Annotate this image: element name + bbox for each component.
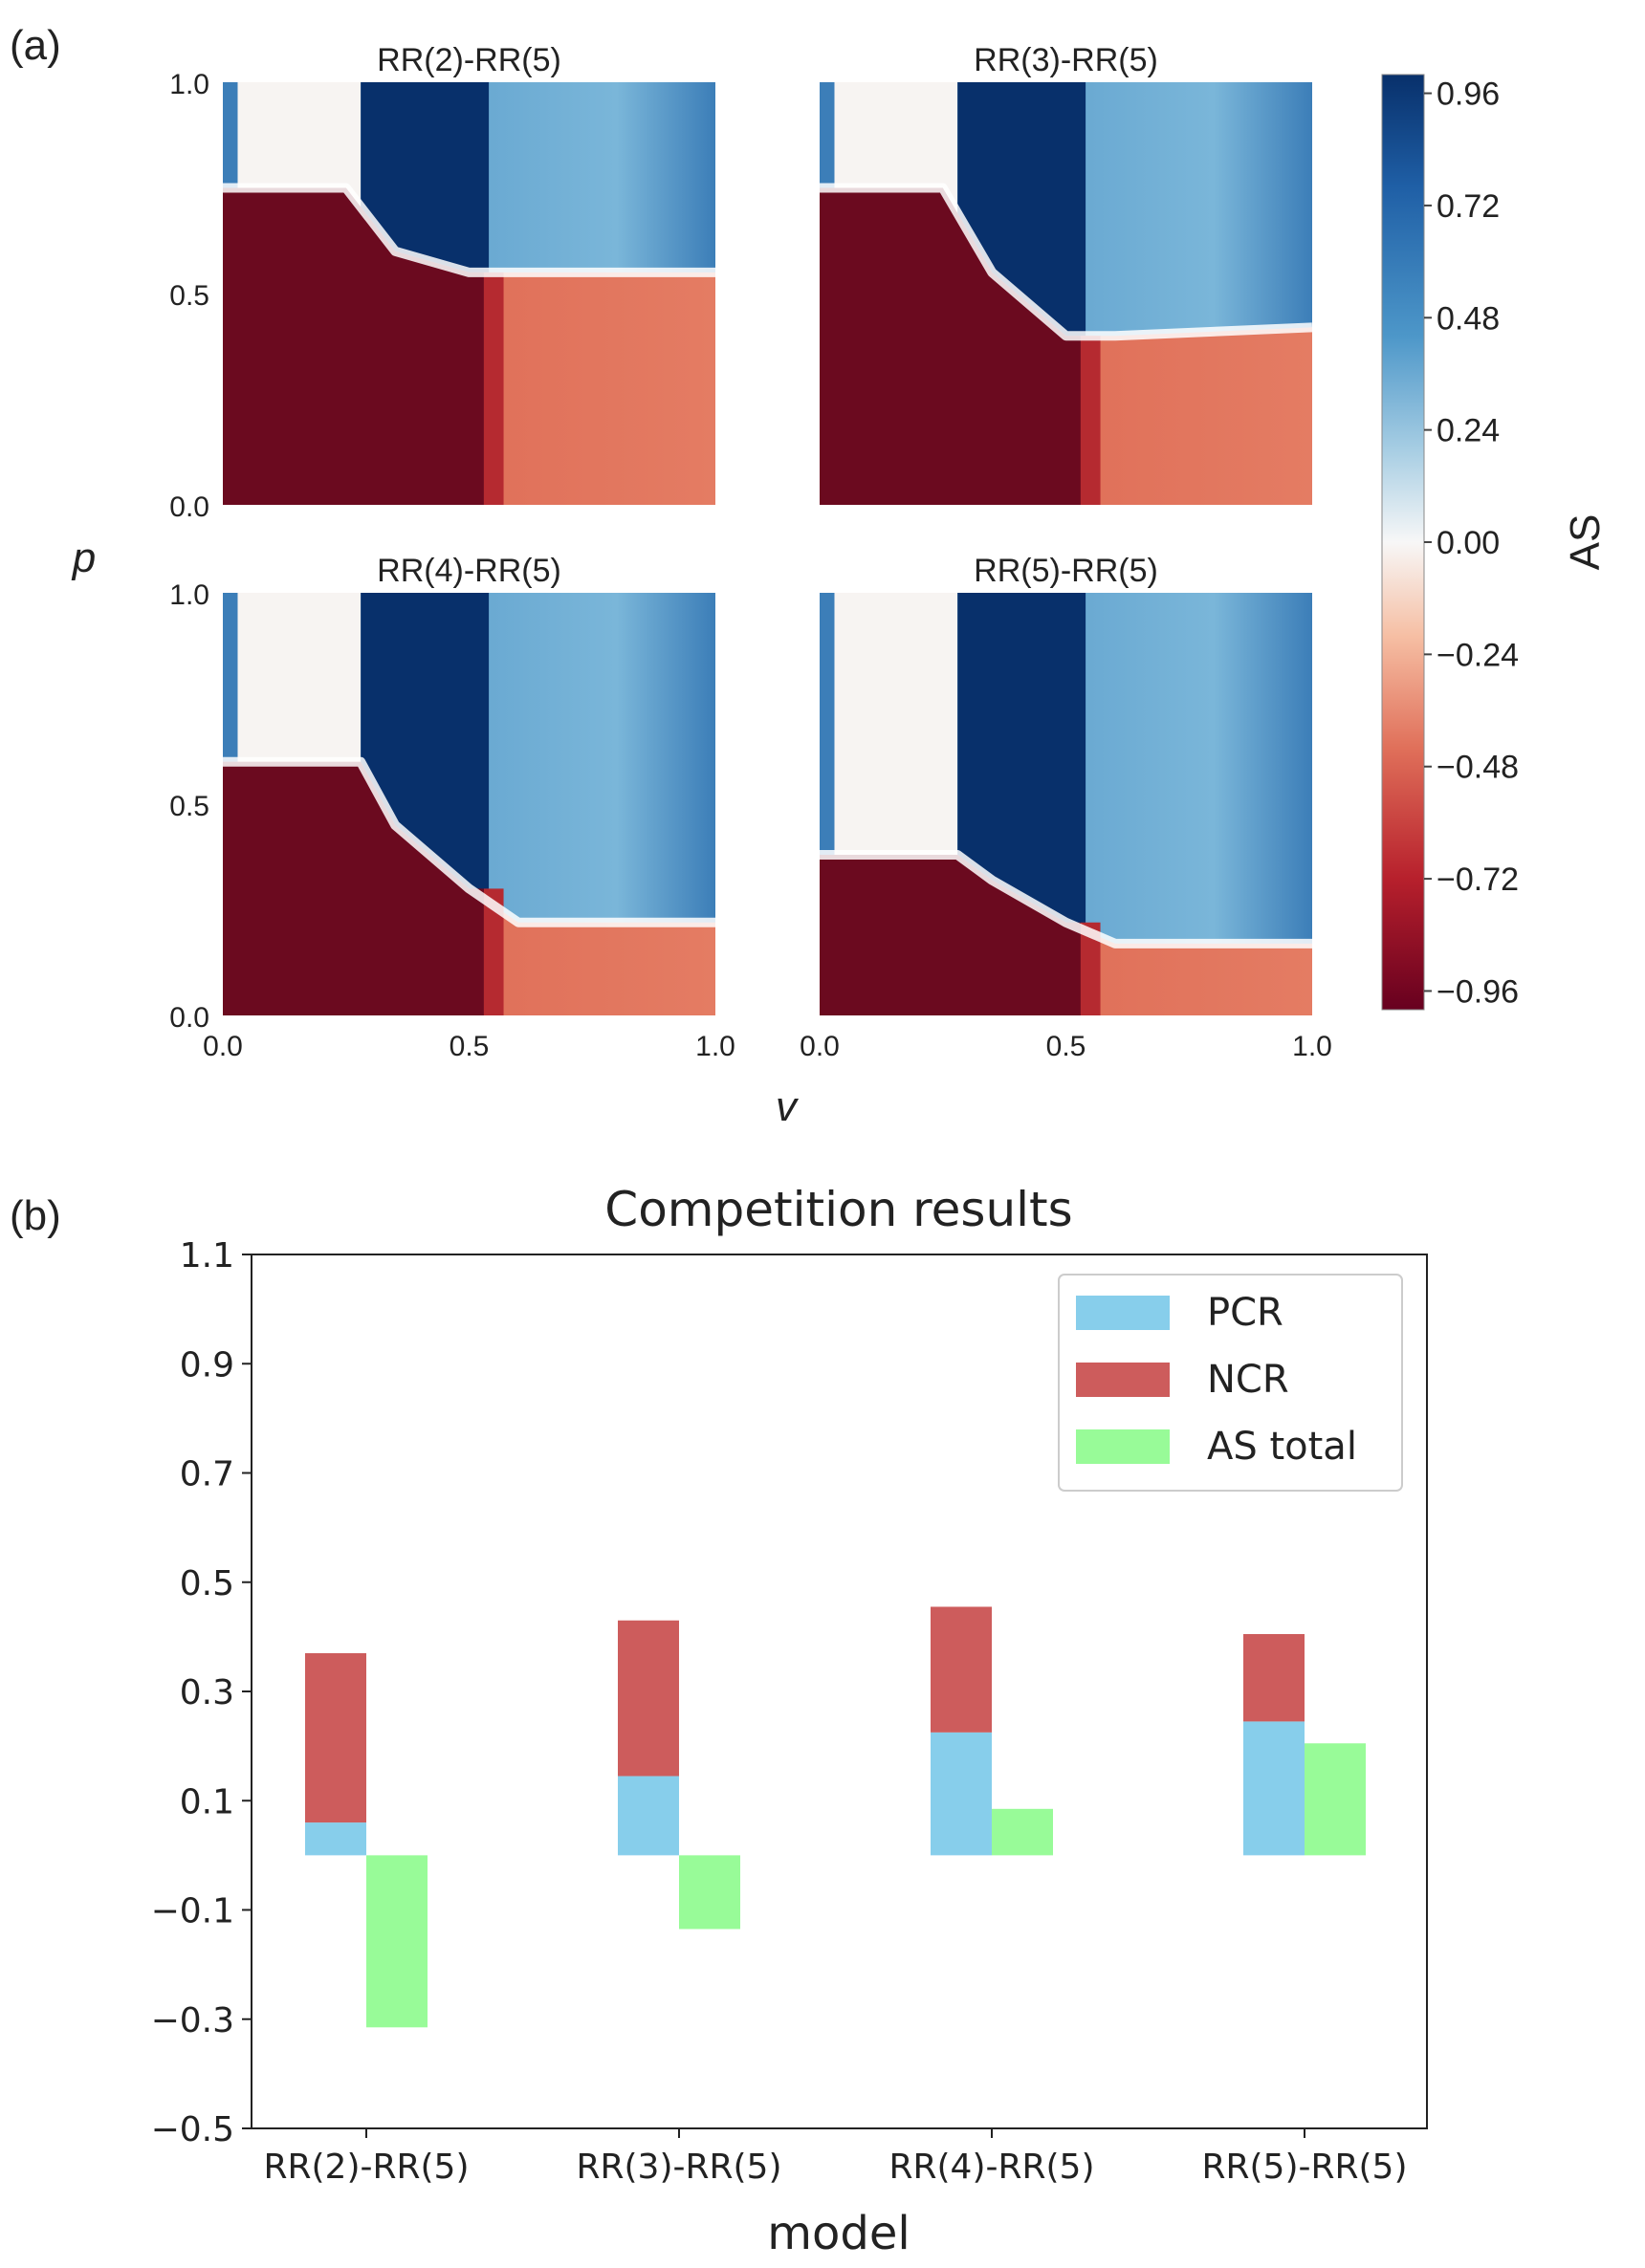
heatmap-y-tick-label: 0.0 [169,1002,209,1034]
panel-b-label: (b) [10,1192,61,1239]
heatmap-y-tick-label: 0.5 [169,280,209,312]
bar-pcr [931,1732,992,1856]
heatmap-strong-negative-region [820,187,1081,505]
heatmap-3: RR(4)-RR(5) 1.0 0.5 0.00.0 0.5 1.0 [169,553,735,1062]
heatmap-transition-band [483,272,504,505]
colorbar-tick-label: −0.96 [1437,973,1519,1010]
heatmap-1: RR(2)-RR(5) 1.0 0.5 0.0 [169,42,715,523]
heatmap-body [223,593,715,1015]
y-tick-label: −0.5 [151,2110,234,2149]
colorbar-tick-label: −0.48 [1437,750,1519,786]
bar-as-total [1305,1743,1366,1856]
bar-ncr [931,1606,992,1733]
heatmap-x-tick-label: 0.0 [203,1031,243,1062]
heatmap-zero-contour [223,183,715,277]
heatmap-2: RR(3)-RR(5) [820,42,1312,505]
heatmap-x-tick-label: 0.5 [450,1031,490,1062]
y-tick-label: −0.3 [151,2001,234,2040]
panel-a-ylabel: p [71,534,96,581]
heatmap-x-tick-label: 0.0 [800,1031,840,1062]
bar-ncr [618,1620,679,1777]
colorbar-tick-label: −0.72 [1437,861,1519,898]
heatmap-strong-negative-region [223,761,484,1015]
heatmap-body [820,593,1312,1015]
heatmap-zero-contour [820,850,1312,949]
y-tick-label: 1.1 [180,1236,234,1276]
heatmap-panels: RR(2)-RR(5) 1.0 0.5 0.0 RR(3)-RR(5) RR(4)-RR(… [169,42,1332,1062]
y-tick-label: 0.5 [180,1564,234,1603]
legend-label-ncr: NCR [1207,1358,1289,1402]
heatmap-y-tick-label: 0.0 [169,491,209,523]
y-tick-label: 0.9 [180,1345,234,1385]
heatmap-zero-contour [223,756,715,927]
heatmap-zero-contour [820,183,1312,341]
legend-swatch-as-total [1076,1429,1170,1464]
legend-label-pcr: PCR [1207,1291,1283,1335]
heatmap-y-tick-label: 1.0 [169,579,209,611]
colorbar [1381,74,1425,1011]
y-tick-label: −0.1 [151,1892,234,1931]
bar-chart-title: Competition results [604,1182,1072,1237]
heatmap-body [820,82,1312,505]
heatmap-x-tick-label: 1.0 [1292,1031,1332,1062]
heatmap-x-tick-label: 0.5 [1046,1031,1086,1062]
x-tick-label: RR(5)-RR(5) [1201,2148,1407,2187]
colorbar-tick-label: 0.72 [1437,188,1500,225]
heatmap-title: RR(2)-RR(5) [377,42,561,78]
y-tick-label: 0.3 [180,1673,234,1712]
legend: PCR NCR AS total [1058,1274,1403,1492]
bar-pcr [1243,1721,1305,1856]
legend-label-as-total: AS total [1207,1425,1357,1469]
bar-ncr [305,1653,366,1823]
colorbar-label: AS [1562,514,1609,571]
heatmap-title: RR(4)-RR(5) [377,553,561,589]
colorbar-tick-label: 0.48 [1437,300,1500,337]
y-tick-label: 0.7 [180,1455,234,1494]
heatmap-y-tick-label: 1.0 [169,69,209,100]
colorbar-tick-label: 0.00 [1437,525,1500,561]
colorbar-ticks: 0.96 0.72 0.48 0.24 0.00 −0.24 −0.48 −0.72 −0.96 [1424,76,1519,1010]
bar-pcr [305,1822,366,1856]
heatmap-title: RR(3)-RR(5) [974,42,1158,78]
legend-swatch-pcr [1076,1296,1170,1330]
x-tick-label: RR(4)-RR(5) [888,2148,1094,2187]
bar-as-total [679,1855,740,1930]
heatmap-transition-band [1080,336,1101,505]
heatmap-strong-negative-region [223,187,484,505]
heatmap-4: RR(5)-RR(5) 0.0 0.5 1.0 [800,553,1332,1062]
heatmap-y-tick-label: 0.5 [169,791,209,822]
x-tick-label: RR(2)-RR(5) [263,2148,469,2187]
heatmap-title: RR(5)-RR(5) [974,553,1158,589]
y-tick-label: 0.1 [180,1782,234,1821]
colorbar-tick-label: −0.24 [1437,637,1519,673]
panel-a-label: (a) [10,22,61,69]
heatmap-body [223,82,715,505]
bar-chart-xlabel: model [767,2207,910,2260]
heatmap-transition-band [1080,922,1101,1015]
bar-as-total [366,1855,428,2028]
colorbar-tick-label: 0.96 [1437,76,1500,113]
heatmap-transition-band [483,888,504,1015]
bar-ncr [1243,1634,1305,1722]
panel-a-xlabel: v [776,1083,800,1130]
x-tick-label: RR(3)-RR(5) [576,2148,781,2187]
legend-swatch-ncr [1076,1363,1170,1397]
colorbar-tick-label: 0.24 [1437,413,1500,449]
bar-as-total [992,1808,1053,1856]
bar-pcr [618,1776,679,1856]
heatmap-x-tick-label: 1.0 [695,1031,735,1062]
